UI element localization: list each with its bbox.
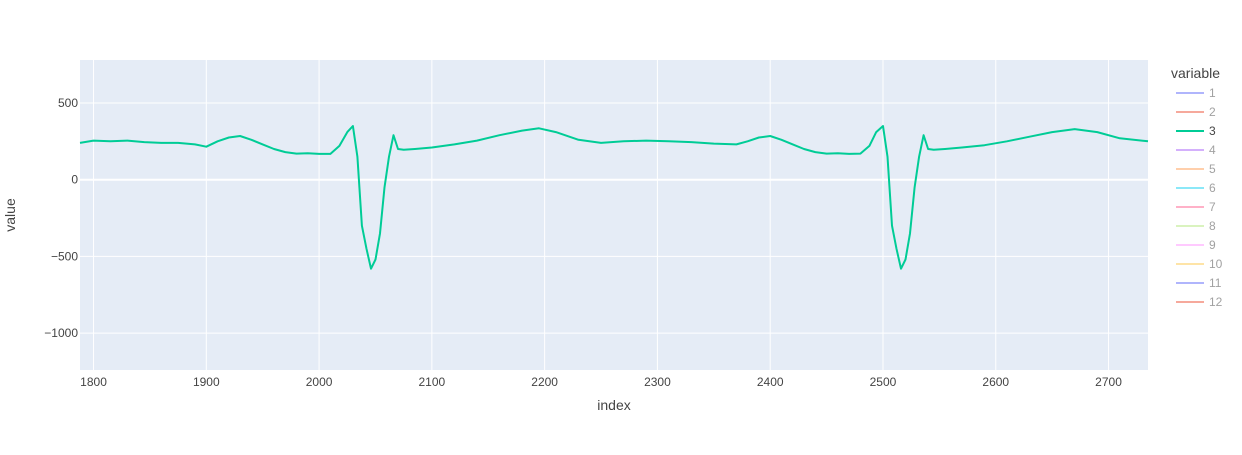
y-axis-title: value — [2, 198, 18, 232]
legend-label: 4 — [1209, 143, 1216, 157]
legend-item-5[interactable]: 5 — [1176, 162, 1216, 176]
legend-item-12[interactable]: 12 — [1176, 295, 1223, 309]
y-tick-label: −500 — [51, 249, 78, 263]
legend-item-8[interactable]: 8 — [1176, 219, 1216, 233]
x-tick-label: 2700 — [1095, 375, 1122, 389]
y-tick-label: 0 — [71, 173, 78, 187]
legend-label: 8 — [1209, 219, 1216, 233]
legend-label: 11 — [1209, 276, 1222, 290]
legend-label: 5 — [1209, 162, 1216, 176]
y-axis-ticks: 500 0 −500 −1000 — [44, 96, 78, 340]
legend-item-6[interactable]: 6 — [1176, 181, 1216, 195]
x-tick-label: 2200 — [531, 375, 558, 389]
x-axis-ticks: 1800 1900 2000 2100 2200 2300 2400 2500 2600 2700 — [80, 375, 1122, 389]
legend-item-11[interactable]: 11 — [1176, 276, 1222, 290]
legend-label: 9 — [1209, 238, 1216, 252]
legend-label: 7 — [1209, 200, 1216, 214]
legend-label: 1 — [1209, 86, 1216, 100]
series-line-3 — [79, 125, 1149, 270]
x-tick-label: 2300 — [644, 375, 671, 389]
x-tick-label: 2500 — [870, 375, 897, 389]
x-tick-label: 2000 — [306, 375, 333, 389]
legend-label: 6 — [1209, 181, 1216, 195]
legend-item-4[interactable]: 4 — [1176, 143, 1216, 157]
legend-title: variable — [1171, 65, 1220, 81]
x-tick-label: 1800 — [80, 375, 107, 389]
x-tick-label: 2400 — [757, 375, 784, 389]
legend-label: 10 — [1209, 257, 1223, 271]
grid-lines — [80, 60, 1148, 370]
legend-item-9[interactable]: 9 — [1176, 238, 1216, 252]
series-layer — [79, 125, 1149, 270]
legend-label: 3 — [1209, 124, 1216, 138]
legend-label: 12 — [1209, 295, 1223, 309]
legend-item-7[interactable]: 7 — [1176, 200, 1216, 214]
x-tick-label: 2100 — [419, 375, 446, 389]
y-tick-label: −1000 — [44, 326, 78, 340]
legend-item-3[interactable]: 3 — [1176, 124, 1216, 138]
x-axis-title: index — [597, 397, 630, 413]
legend-item-10[interactable]: 10 — [1176, 257, 1223, 271]
x-tick-label: 2600 — [982, 375, 1009, 389]
plot-background — [80, 60, 1148, 370]
x-tick-label: 1900 — [193, 375, 220, 389]
legend-item-2[interactable]: 2 — [1176, 105, 1216, 119]
legend-label: 2 — [1209, 105, 1216, 119]
legend-item-1[interactable]: 1 — [1176, 86, 1216, 100]
y-tick-label: 500 — [58, 96, 78, 110]
